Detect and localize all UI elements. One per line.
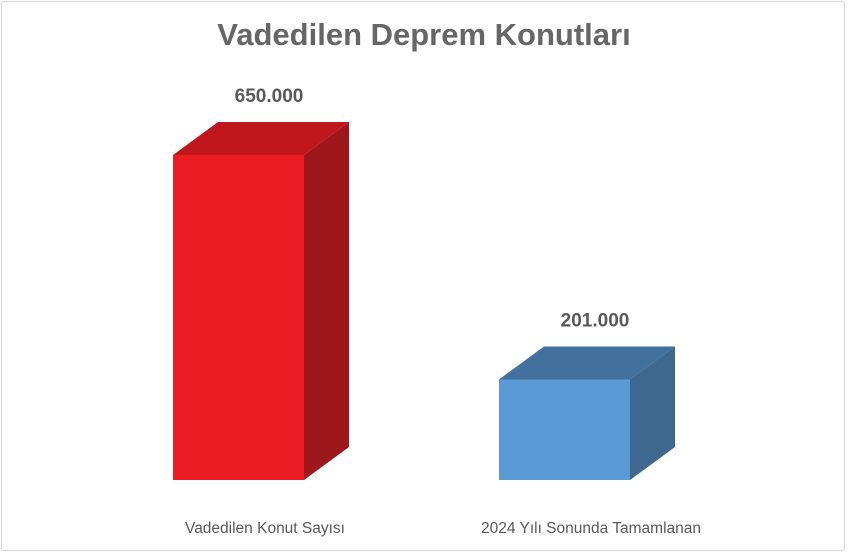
bar-side-face (304, 122, 349, 480)
bar-front-face (173, 155, 304, 480)
bar-top-face (173, 122, 349, 155)
chart-title: Vadedilen Deprem Konutları (217, 17, 630, 52)
data-label: 650.000 (235, 86, 304, 107)
data-label: 201.000 (561, 311, 630, 332)
bar-front-face (499, 379, 630, 480)
bar-2 (499, 346, 675, 480)
bar-1 (173, 122, 349, 480)
bar-side-face (630, 346, 675, 480)
category-label: Vadedilen Konut Sayısı (185, 520, 345, 537)
bars-layer: 650.000 Vadedilen Konut Sayısı 201.000 2024… (173, 86, 701, 537)
category-label: 2024 Yılı Sonunda Tamamlanan (481, 520, 701, 537)
bar-top-face (499, 346, 675, 380)
